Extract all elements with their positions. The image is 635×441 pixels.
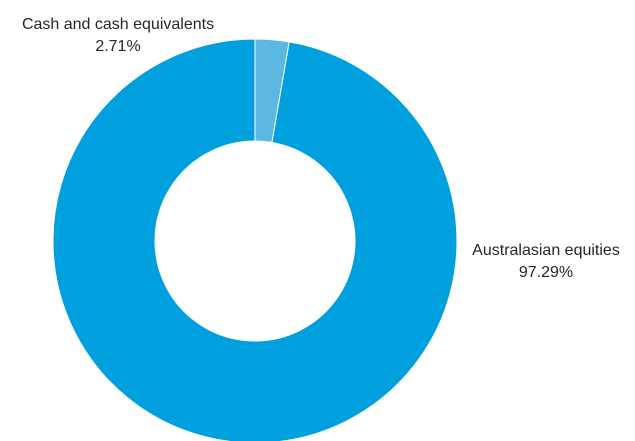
slice-label-cash-value: 2.71% <box>95 38 141 55</box>
slice-label-australasian-equities: Australasian equities 97.29% <box>462 240 630 284</box>
donut-slices <box>52 38 458 441</box>
slice-label-equities-name: Australasian equities <box>472 242 620 259</box>
donut-slice-1 <box>52 38 458 441</box>
slice-label-cash-name: Cash and cash equivalents <box>21 16 215 33</box>
slice-label-equities-value: 97.29% <box>518 264 574 281</box>
slice-label-cash: Cash and cash equivalents 2.71% <box>6 14 230 58</box>
